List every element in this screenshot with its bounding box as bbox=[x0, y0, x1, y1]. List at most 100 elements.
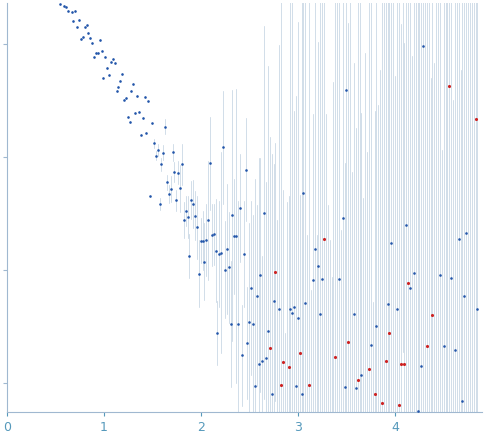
Point bbox=[342, 87, 349, 94]
Point bbox=[58, 0, 66, 3]
Point bbox=[73, 24, 81, 31]
Point bbox=[182, 208, 189, 215]
Point bbox=[334, 276, 342, 283]
Point bbox=[129, 81, 137, 88]
Point bbox=[392, 305, 400, 312]
Point bbox=[150, 140, 157, 147]
Point bbox=[457, 397, 465, 404]
Point bbox=[118, 70, 126, 77]
Point bbox=[258, 357, 266, 364]
Point bbox=[180, 216, 187, 223]
Point bbox=[165, 191, 172, 198]
Point bbox=[79, 33, 87, 40]
Point bbox=[304, 381, 312, 388]
Point bbox=[197, 237, 204, 244]
Point bbox=[131, 110, 139, 117]
Point bbox=[349, 311, 357, 318]
Point bbox=[213, 329, 221, 336]
Point bbox=[88, 39, 96, 46]
Point bbox=[51, 0, 59, 3]
Point bbox=[166, 186, 174, 193]
Point bbox=[208, 232, 215, 239]
Point bbox=[103, 65, 111, 72]
Point bbox=[291, 382, 299, 389]
Point bbox=[364, 366, 372, 373]
Point bbox=[195, 270, 202, 277]
Point bbox=[151, 152, 159, 159]
Point bbox=[454, 236, 462, 243]
Point bbox=[221, 266, 228, 273]
Point bbox=[338, 215, 346, 222]
Point bbox=[404, 279, 411, 286]
Point bbox=[99, 74, 107, 81]
Point bbox=[198, 237, 206, 244]
Point bbox=[105, 72, 113, 79]
Point bbox=[60, 3, 68, 10]
Point bbox=[435, 272, 443, 279]
Point bbox=[344, 339, 351, 346]
Point bbox=[357, 371, 364, 378]
Point bbox=[234, 320, 242, 327]
Point bbox=[212, 247, 219, 254]
Point bbox=[459, 292, 467, 299]
Point bbox=[189, 201, 197, 208]
Point bbox=[232, 232, 240, 239]
Point bbox=[90, 54, 98, 61]
Point bbox=[66, 0, 74, 2]
Point bbox=[275, 305, 283, 312]
Point bbox=[174, 169, 182, 176]
Point bbox=[301, 300, 309, 307]
Point bbox=[366, 342, 374, 349]
Point bbox=[163, 179, 170, 186]
Point bbox=[92, 49, 100, 56]
Point bbox=[351, 385, 359, 392]
Point bbox=[310, 246, 318, 253]
Point bbox=[168, 149, 176, 156]
Point bbox=[77, 35, 85, 42]
Point bbox=[461, 230, 469, 237]
Point bbox=[250, 383, 258, 390]
Point bbox=[256, 272, 264, 279]
Point bbox=[265, 344, 273, 351]
Point bbox=[470, 116, 478, 123]
Point bbox=[71, 7, 79, 14]
Point bbox=[441, 431, 449, 437]
Point bbox=[155, 201, 163, 208]
Point bbox=[230, 232, 238, 239]
Point bbox=[226, 321, 234, 328]
Point bbox=[409, 269, 417, 276]
Point bbox=[153, 146, 161, 153]
Point bbox=[387, 239, 394, 246]
Point bbox=[187, 196, 195, 203]
Point bbox=[394, 402, 402, 409]
Point bbox=[101, 53, 109, 60]
Point bbox=[109, 55, 117, 62]
Point bbox=[262, 354, 270, 361]
Point bbox=[140, 94, 148, 101]
Point bbox=[383, 301, 391, 308]
Point bbox=[136, 131, 144, 138]
Point bbox=[318, 275, 325, 282]
Point bbox=[116, 77, 124, 84]
Point bbox=[148, 120, 155, 127]
Point bbox=[428, 311, 436, 318]
Point bbox=[288, 310, 296, 317]
Point bbox=[402, 222, 409, 229]
Point bbox=[94, 50, 102, 57]
Point bbox=[238, 352, 245, 359]
Point bbox=[127, 87, 135, 94]
Point bbox=[183, 213, 191, 220]
Point bbox=[144, 98, 152, 105]
Point bbox=[172, 197, 180, 204]
Point bbox=[193, 224, 200, 231]
Point bbox=[146, 193, 154, 200]
Point bbox=[83, 22, 91, 29]
Point bbox=[110, 59, 118, 66]
Point bbox=[241, 166, 249, 173]
Point bbox=[121, 95, 129, 102]
Point bbox=[245, 319, 253, 326]
Point bbox=[396, 360, 404, 367]
Point bbox=[295, 349, 303, 356]
Point bbox=[96, 37, 104, 44]
Point bbox=[70, 17, 77, 24]
